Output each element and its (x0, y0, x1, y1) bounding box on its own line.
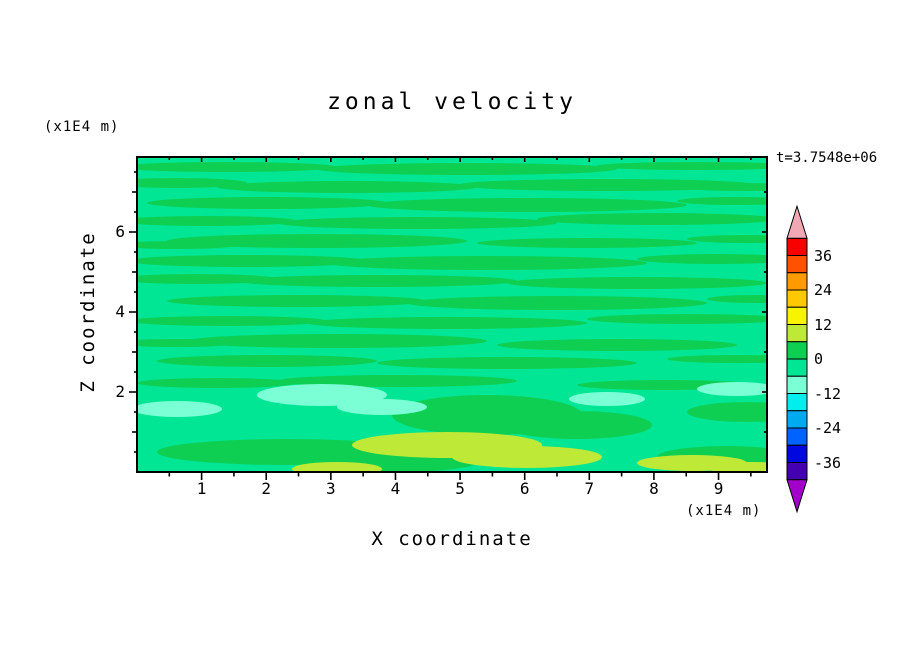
contour-blob (707, 295, 767, 303)
colorbar-under-arrow (786, 479, 808, 514)
contour-blob (327, 256, 647, 270)
contour-blob (537, 213, 767, 225)
colorbar-band (786, 272, 808, 291)
chart-title: zonal velocity (327, 89, 577, 115)
colorbar-tick-label: -24 (814, 419, 842, 437)
colorbar (786, 204, 808, 514)
x-tick-label: 8 (649, 479, 659, 498)
contour-blob (502, 411, 652, 439)
colorbar-band (786, 427, 808, 446)
contour-blob (167, 295, 427, 307)
colorbar-tick-label: 36 (814, 246, 833, 265)
contour-blob (137, 255, 367, 267)
contour-blob (307, 317, 587, 329)
contour-blob (137, 241, 237, 249)
x-tick-label: 3 (326, 479, 336, 498)
x-tick-label: 1 (196, 479, 207, 498)
contour-blob (147, 197, 387, 209)
contour-blob (677, 183, 767, 191)
contour-blob (277, 375, 517, 387)
colorbar-band (786, 306, 808, 325)
contour-blob (507, 277, 767, 289)
colorbar-band (786, 237, 808, 256)
contour-blob (137, 401, 222, 417)
contour-blob (452, 446, 602, 468)
time-annotation: t=3.7548e+06 (776, 150, 878, 166)
contour-blob (687, 402, 767, 422)
contour-blob (187, 334, 487, 348)
colorbar-band (786, 444, 808, 463)
colorbar-band (786, 255, 808, 274)
contour-blob (137, 216, 297, 226)
x-tick-label: 7 (584, 479, 595, 498)
colorbar-tick-label: 0 (814, 350, 824, 368)
colorbar-band (786, 462, 808, 481)
contour-blob (667, 355, 767, 363)
contour-blob (497, 339, 737, 351)
x-tick-label: 4 (390, 479, 401, 498)
colorbar-over-arrow (786, 204, 808, 239)
contour-blob (477, 238, 697, 248)
x-tick-label: 9 (713, 479, 724, 498)
contour-blob (237, 275, 517, 287)
colorbar-band (786, 358, 808, 377)
contour-blob (637, 254, 767, 264)
x-tick-label: 6 (519, 479, 530, 498)
y-tick-label: 4 (115, 302, 125, 321)
x-axis-title: X coordinate (371, 528, 533, 550)
contour-blob (137, 162, 337, 172)
contour-field (137, 157, 767, 472)
contour-blob (167, 234, 467, 248)
contour-blob (697, 382, 767, 396)
colorbar-tick-label: -12 (814, 384, 842, 403)
contour-blob (277, 217, 557, 229)
contour-blob (137, 339, 237, 347)
contour-blob (337, 399, 427, 415)
colorbar-band (786, 410, 808, 429)
colorbar-tick-label: -36 (814, 453, 842, 472)
x-axis-unit-label: (x1E4 m) (686, 503, 762, 519)
y-tick-label: 2 (115, 382, 125, 401)
contour-blob (597, 162, 767, 170)
contour-blob (677, 197, 767, 205)
contour-blob (367, 198, 687, 212)
contour-blob (137, 378, 297, 388)
contour-blob (407, 296, 707, 310)
y-axis-unit-label: (x1E4 m) (44, 119, 120, 135)
contour-blob (377, 357, 637, 369)
contour-blob (317, 163, 617, 175)
contour-blob (587, 314, 767, 324)
y-tick-label: 6 (115, 222, 125, 241)
contour-blob (137, 274, 277, 284)
colorbar-band (786, 341, 808, 360)
contour-blob (137, 178, 247, 188)
contour-blob (707, 462, 767, 472)
colorbar-band (786, 375, 808, 394)
contour-blob (687, 235, 767, 243)
colorbar-band (786, 324, 808, 343)
colorbar-band (786, 289, 808, 308)
contour-blob (257, 384, 387, 406)
x-tick-label: 5 (455, 479, 465, 498)
plot-frame (136, 156, 768, 473)
colorbar-tick-label: 12 (814, 315, 833, 334)
axis-ticks (129, 157, 767, 480)
colorbar-tick-label: 24 (814, 281, 833, 299)
colorbar-band (786, 393, 808, 412)
contour-blob (292, 462, 382, 472)
contour-blob (157, 355, 377, 367)
contour-blob (137, 316, 327, 326)
contour-blob (217, 181, 477, 193)
contour-blob (569, 392, 645, 406)
x-tick-label: 2 (261, 479, 272, 498)
